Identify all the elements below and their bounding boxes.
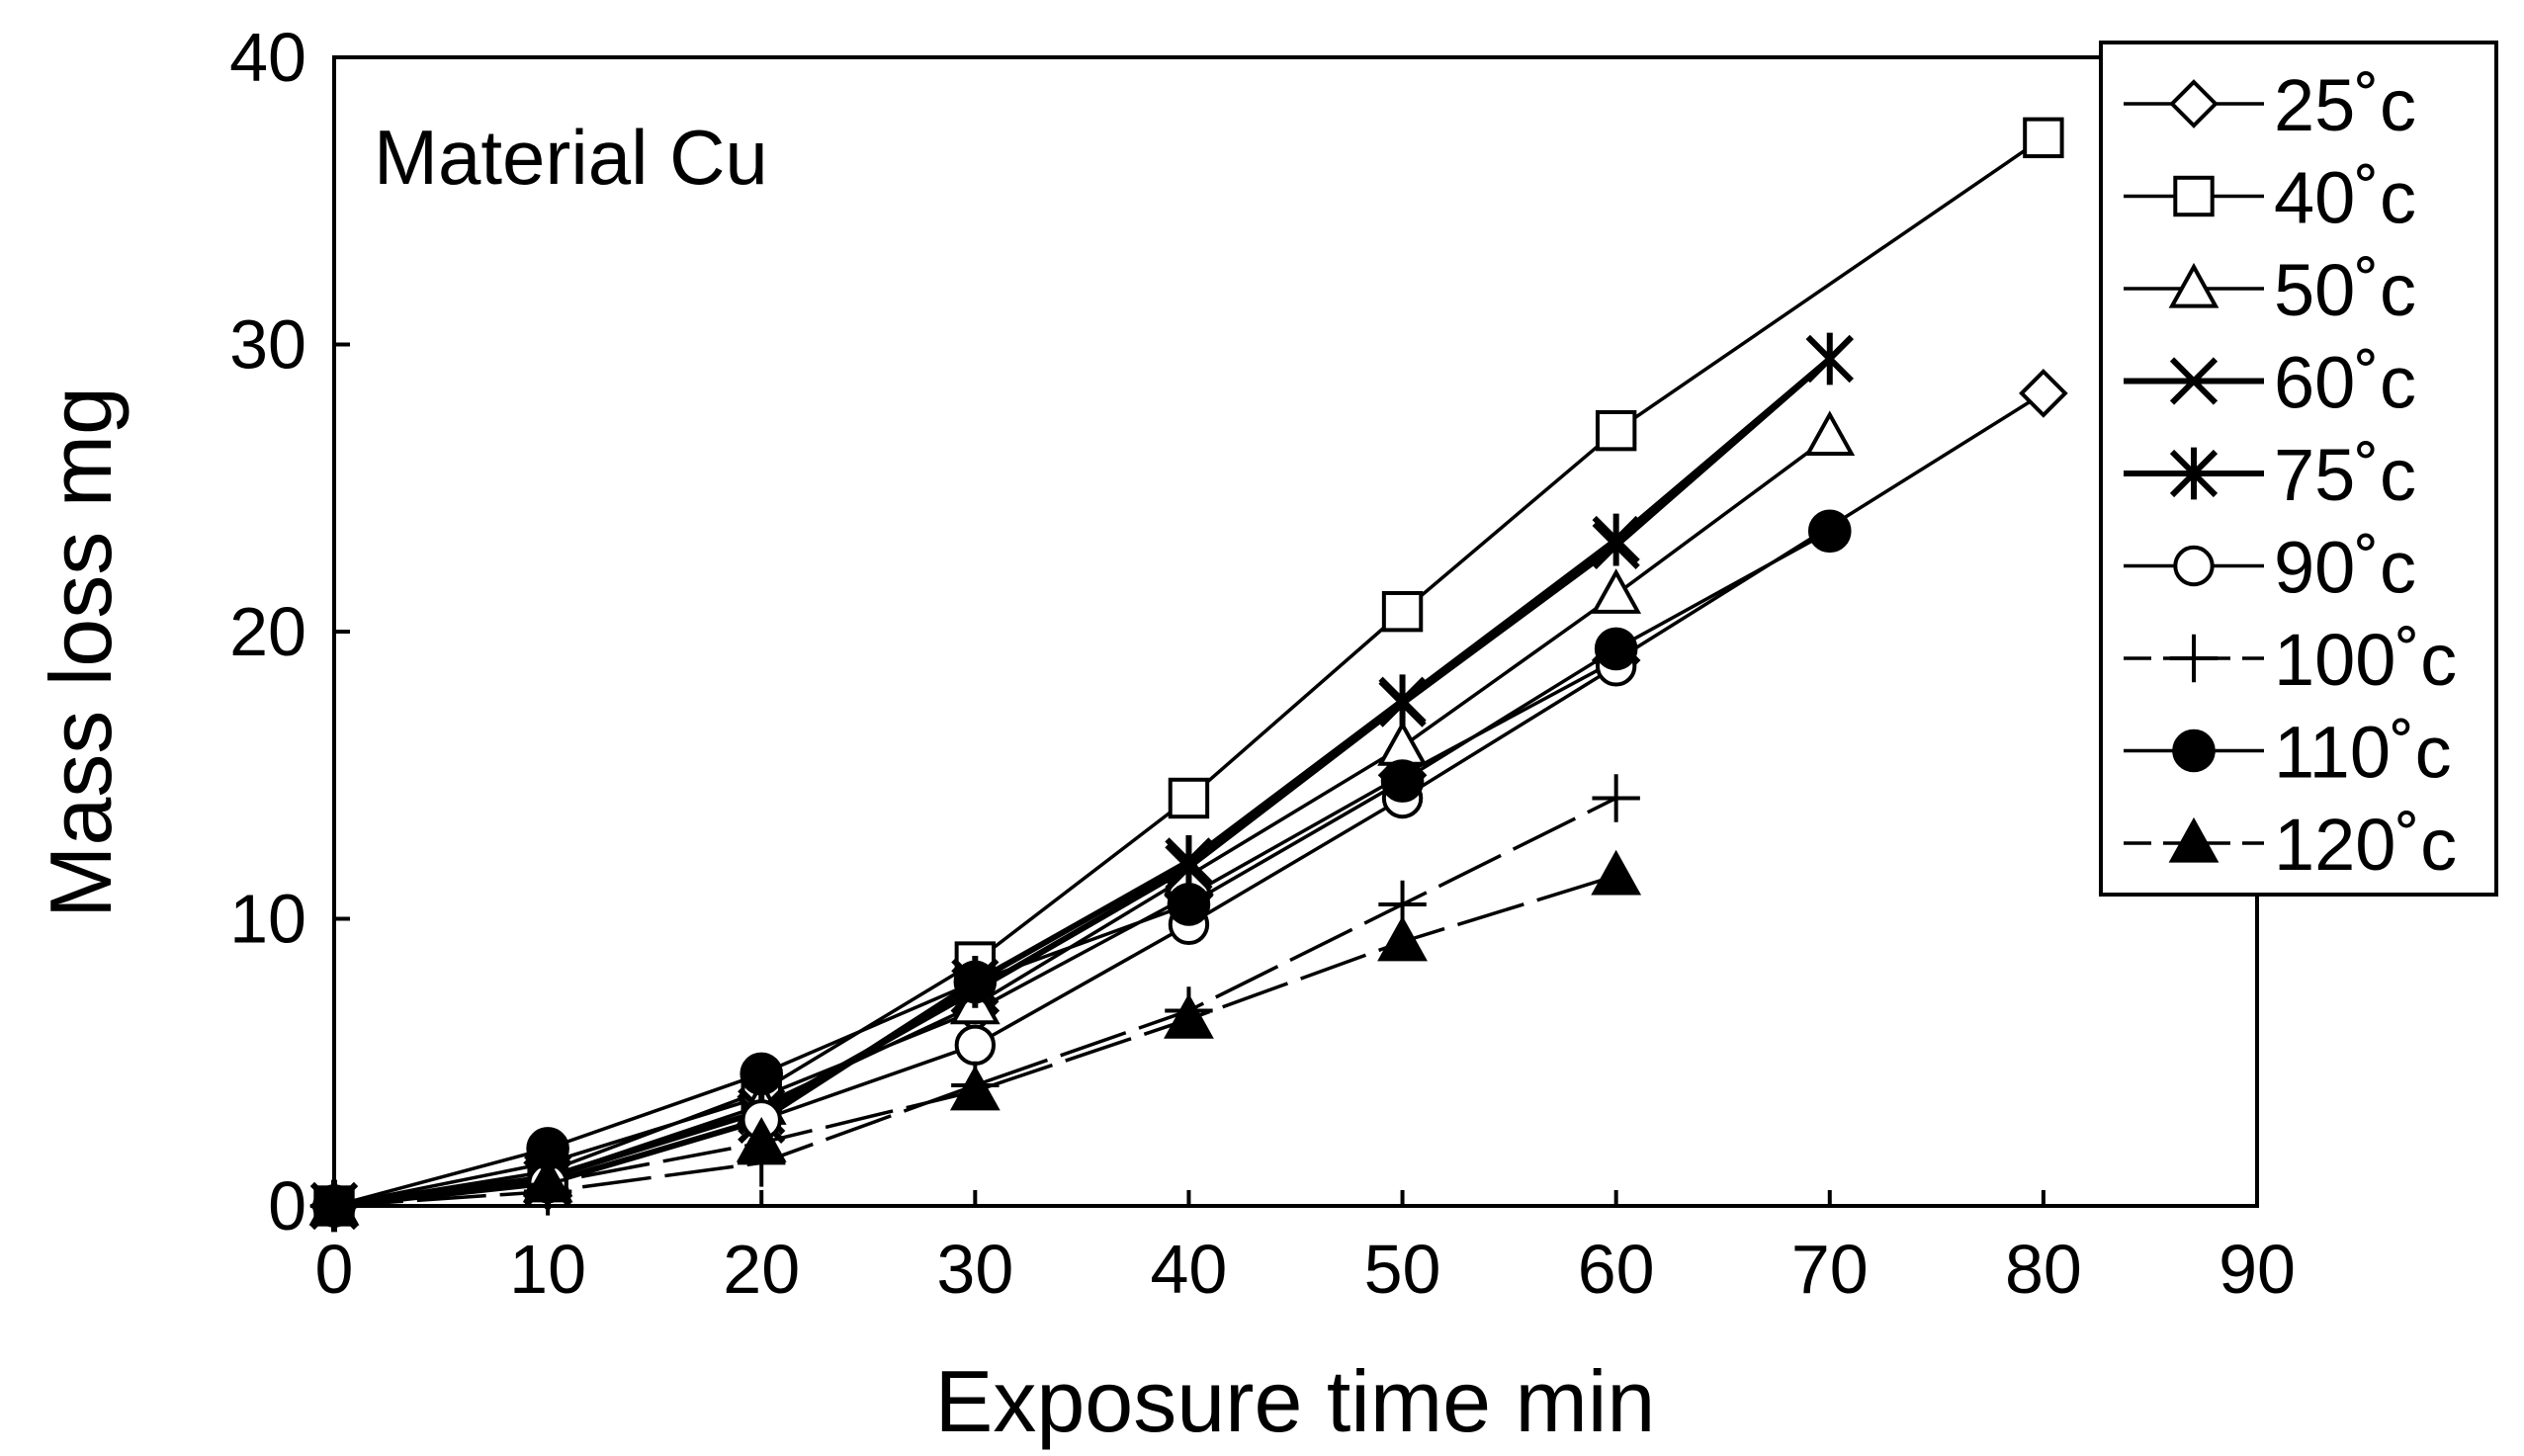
data-point [1594, 627, 1638, 671]
y-axis-title: Mass loss mg [32, 386, 130, 918]
x-tick-label: 50 [1364, 1231, 1441, 1308]
x-tick-label: 60 [1578, 1231, 1655, 1308]
legend-entry: 75˚c [2124, 434, 2416, 516]
x-tick-label: 30 [936, 1231, 1013, 1308]
data-point [953, 960, 998, 1004]
data-point [1591, 568, 1642, 614]
data-point [1592, 513, 1640, 566]
legend-marker [2173, 545, 2215, 587]
series-9 [308, 849, 1642, 1226]
x-axis-title: Exposure time min [935, 1352, 1656, 1450]
y-tick-label: 0 [268, 1167, 306, 1244]
series-line [333, 529, 1831, 1208]
y-tick-label: 10 [229, 881, 306, 958]
x-tick-label: 40 [1151, 1231, 1228, 1308]
legend-label: 25˚c [2274, 64, 2416, 146]
legend-entry: 50˚c [2124, 249, 2416, 331]
data-point [308, 1179, 360, 1226]
legend-marker [2169, 79, 2219, 128]
legend-marker [2169, 357, 2219, 405]
x-tick-label: 0 [315, 1231, 354, 1308]
legend-entry: 60˚c [2124, 342, 2416, 424]
x-tick-label: 20 [723, 1231, 800, 1308]
legend-entry: 25˚c [2124, 64, 2416, 146]
data-point [1804, 410, 1856, 457]
x-tick-label: 90 [2219, 1231, 2296, 1308]
data-point [1164, 993, 1214, 1039]
data-point [2023, 117, 2064, 159]
data-point [1378, 674, 1427, 728]
data-point [954, 1024, 997, 1067]
y-axis-ticks: 0 10 20 30 40 [229, 19, 350, 1244]
x-tick-label: 10 [509, 1231, 586, 1308]
y-tick-label: 30 [229, 306, 306, 384]
data-point [1167, 883, 1211, 926]
legend-label: 90˚c [2274, 527, 2416, 609]
series-line [333, 356, 1832, 1209]
legend-marker [2169, 634, 2219, 683]
legend-label: 100˚c [2274, 619, 2457, 701]
data-point [1591, 849, 1642, 896]
legend-label: 120˚c [2274, 804, 2457, 886]
y-tick-label: 40 [229, 19, 306, 96]
legend-label: 75˚c [2274, 434, 2416, 516]
legend-box [2099, 41, 2498, 897]
data-point [1595, 409, 1637, 452]
legend-entry: 120˚c [2124, 804, 2457, 886]
legend-marker [2173, 175, 2215, 217]
data-point [949, 1065, 1001, 1111]
legend-marker [2172, 728, 2216, 773]
data-point [1380, 759, 1425, 803]
series-line [333, 391, 2045, 1208]
x-axis-ticks: 0 10 20 30 40 50 60 70 80 90 [315, 1190, 2296, 1308]
material-annotation: Material Cu [374, 114, 768, 201]
legend-label: 110˚c [2274, 712, 2452, 794]
legend: 25˚c 40˚c 50˚c 60˚c 75˚c 90˚c 100˚c 110˚c 120˚c [2099, 41, 2498, 897]
data-point [1592, 774, 1640, 822]
data-point [1381, 590, 1424, 633]
data-point [1168, 777, 1210, 819]
data-point [1807, 509, 1852, 554]
data-point [1805, 332, 1854, 385]
legend-entry: 100˚c [2124, 619, 2457, 701]
y-tick-label: 20 [229, 593, 306, 670]
data-point [736, 1116, 787, 1162]
data-point [2019, 369, 2068, 418]
legend-marker [2168, 262, 2219, 308]
x-tick-label: 70 [1791, 1231, 1869, 1308]
legend-entry: 110˚c [2124, 712, 2452, 794]
data-point [740, 1052, 784, 1096]
series-line [333, 135, 2045, 1208]
data-point [1165, 835, 1213, 888]
legend-label: 40˚c [2274, 157, 2416, 239]
legend-label: 50˚c [2274, 249, 2416, 331]
data-point [1377, 915, 1428, 962]
legend-label: 60˚c [2274, 342, 2416, 424]
legend-entry: 40˚c [2124, 157, 2416, 239]
legend-marker [2169, 447, 2219, 500]
legend-entry: 90˚c [2124, 527, 2416, 609]
legend-marker [2168, 816, 2219, 863]
x-tick-label: 80 [2005, 1231, 2082, 1308]
